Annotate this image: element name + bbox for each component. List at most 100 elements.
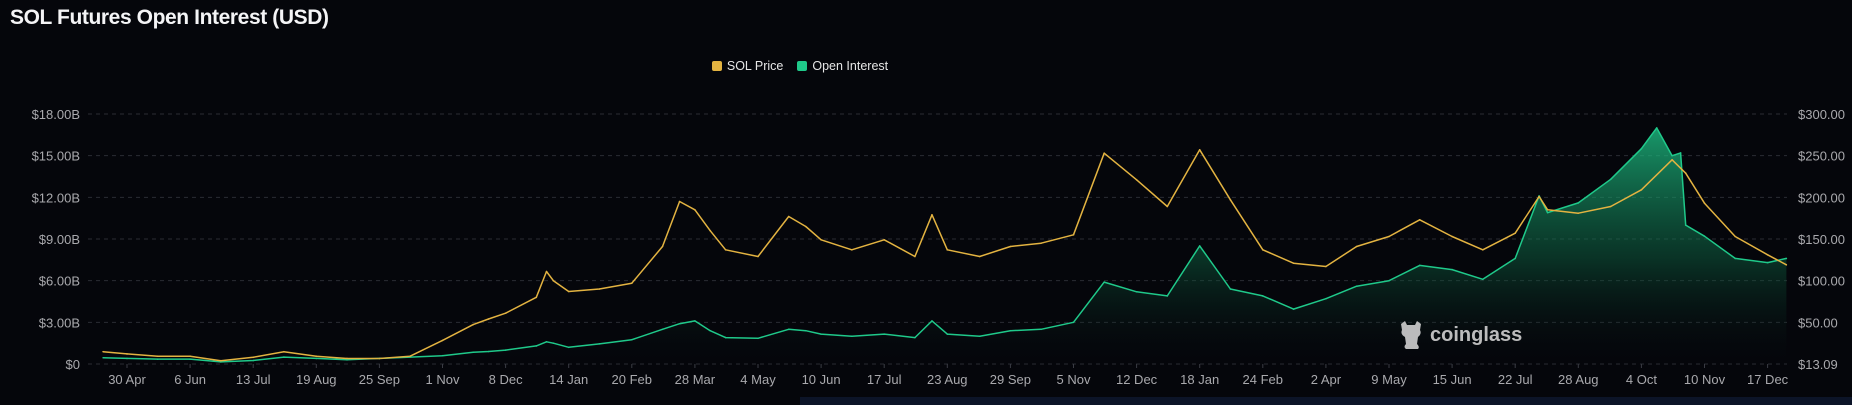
x-axis-tick-label: 8 Dec <box>489 372 523 387</box>
open-interest-point <box>978 335 981 338</box>
x-axis-tick-label: 10 Nov <box>1684 372 1726 387</box>
sol-price-point <box>156 355 159 357</box>
sol-price-point <box>1640 189 1643 191</box>
x-axis-tick-label: 12 Dec <box>1116 372 1158 387</box>
sol-price-point <box>1481 249 1484 251</box>
x-axis-tick-label: 1 Nov <box>426 372 460 387</box>
sol-price-point <box>378 357 381 360</box>
open-interest-point <box>1514 257 1516 260</box>
open-interest-point <box>1679 152 1682 154</box>
sol-price-point <box>219 359 222 362</box>
open-interest-point <box>252 359 254 362</box>
open-interest-point <box>850 335 853 338</box>
sol-price-point <box>1388 235 1390 238</box>
sol-price-point <box>1040 242 1042 244</box>
open-interest-point <box>1481 278 1484 281</box>
open-interest-point <box>1355 285 1358 288</box>
coinglass-logo-icon <box>1401 321 1421 349</box>
x-axis-tick-label: 15 Jun <box>1433 372 1472 387</box>
open-interest-point <box>1766 261 1769 264</box>
left-axis-tick-label: $15.00B <box>32 149 80 164</box>
x-axis-tick-label: 17 Dec <box>1747 372 1789 387</box>
x-axis-tick-label: 28 Mar <box>675 372 716 387</box>
x-axis-tick-label: 28 Aug <box>1558 372 1599 387</box>
sol-price-point <box>1355 245 1358 248</box>
sol-price-point <box>724 249 727 251</box>
x-axis-tick-label: 2 Apr <box>1311 372 1342 387</box>
legend: SOL Price Open Interest <box>0 59 1600 73</box>
sol-price-point <box>1166 205 1169 208</box>
sol-price-point <box>102 350 104 353</box>
bottom-bar <box>800 397 1852 405</box>
open-interest-point <box>1166 295 1169 297</box>
sol-price-point <box>946 249 949 251</box>
legend-item-open-interest[interactable]: Open Interest <box>797 59 888 73</box>
open-interest-point <box>1229 288 1232 290</box>
sol-price-point <box>126 353 128 355</box>
open-interest-point <box>804 329 807 332</box>
x-axis-tick-label: 10 Jun <box>802 372 841 387</box>
open-interest-point <box>931 320 933 322</box>
open-interest-point <box>1388 279 1390 282</box>
open-interest-point <box>535 345 538 347</box>
sol-price-point <box>850 249 853 251</box>
x-axis-tick-label: 20 Feb <box>612 372 652 387</box>
sol-price-point <box>1103 152 1105 154</box>
sol-price-line <box>103 149 1787 362</box>
sol-price-point <box>661 245 664 248</box>
sol-price-point <box>545 270 548 273</box>
open-interest-point <box>1734 257 1736 260</box>
x-axis-tick-label: 9 May <box>1371 372 1407 387</box>
open-interest-point <box>1671 154 1673 157</box>
sol-price-point <box>1577 212 1580 214</box>
legend-label-oi: Open Interest <box>812 59 889 73</box>
sol-price-point <box>283 350 285 353</box>
x-axis-tick-label: 4 Oct <box>1626 372 1657 387</box>
sol-price-point <box>631 282 633 284</box>
open-interest-point <box>1577 202 1580 204</box>
x-axis-tick-label: 19 Aug <box>296 372 337 387</box>
x-axis-tick-label: 6 Jun <box>174 372 206 387</box>
open-interest-point <box>820 333 822 335</box>
right-axis-tick-label: $250.00 <box>1798 149 1845 164</box>
sol-price-point <box>346 357 348 360</box>
open-interest-point <box>946 333 949 335</box>
sol-price-point <box>315 355 318 357</box>
open-interest-point <box>346 359 348 361</box>
x-axis-tick-label: 23 Aug <box>927 372 968 387</box>
sol-price-point <box>1609 205 1612 208</box>
coinglass-watermark: coinglass <box>1398 320 1522 350</box>
open-interest-point <box>1609 178 1612 181</box>
open-interest-point <box>126 357 128 360</box>
open-interest-point <box>567 346 570 349</box>
sol-price-point <box>1766 254 1769 256</box>
series-layer <box>102 127 1788 365</box>
open-interest-point <box>156 358 159 360</box>
sol-price-point <box>1514 232 1516 234</box>
open-interest-point <box>1040 328 1042 331</box>
open-interest-point <box>678 322 681 325</box>
open-interest-point <box>1655 127 1658 129</box>
right-axis: $13.09 $50.00 $100.00 $150.00 $200.00 $250.00… <box>1798 107 1845 372</box>
sol-price-point <box>189 355 191 357</box>
legend-label-price: SOL Price <box>726 59 784 73</box>
right-axis-tick-label: $300.00 <box>1798 107 1845 122</box>
sol-price-point <box>487 318 490 320</box>
sol-price-point <box>441 339 444 342</box>
open-interest-point <box>661 328 664 331</box>
legend-item-sol-price[interactable]: SOL Price <box>711 59 784 73</box>
sol-price-point <box>1072 234 1075 236</box>
sol-price-point <box>252 356 254 359</box>
sol-price-point <box>1229 199 1232 201</box>
sol-price-point <box>535 296 538 299</box>
left-axis-tick-label: $18.00B <box>32 107 80 122</box>
sol-price-point <box>1451 235 1453 238</box>
left-axis-tick-label: $0 <box>66 357 80 372</box>
right-axis-tick-label: $150.00 <box>1798 232 1845 247</box>
sol-price-point <box>567 290 570 293</box>
open-interest-point <box>1135 290 1138 293</box>
right-axis-tick-label: $13.09 <box>1798 357 1838 372</box>
open-interest-point <box>1072 321 1075 324</box>
sol-price-point <box>678 200 681 203</box>
open-interest-point <box>1546 211 1549 214</box>
